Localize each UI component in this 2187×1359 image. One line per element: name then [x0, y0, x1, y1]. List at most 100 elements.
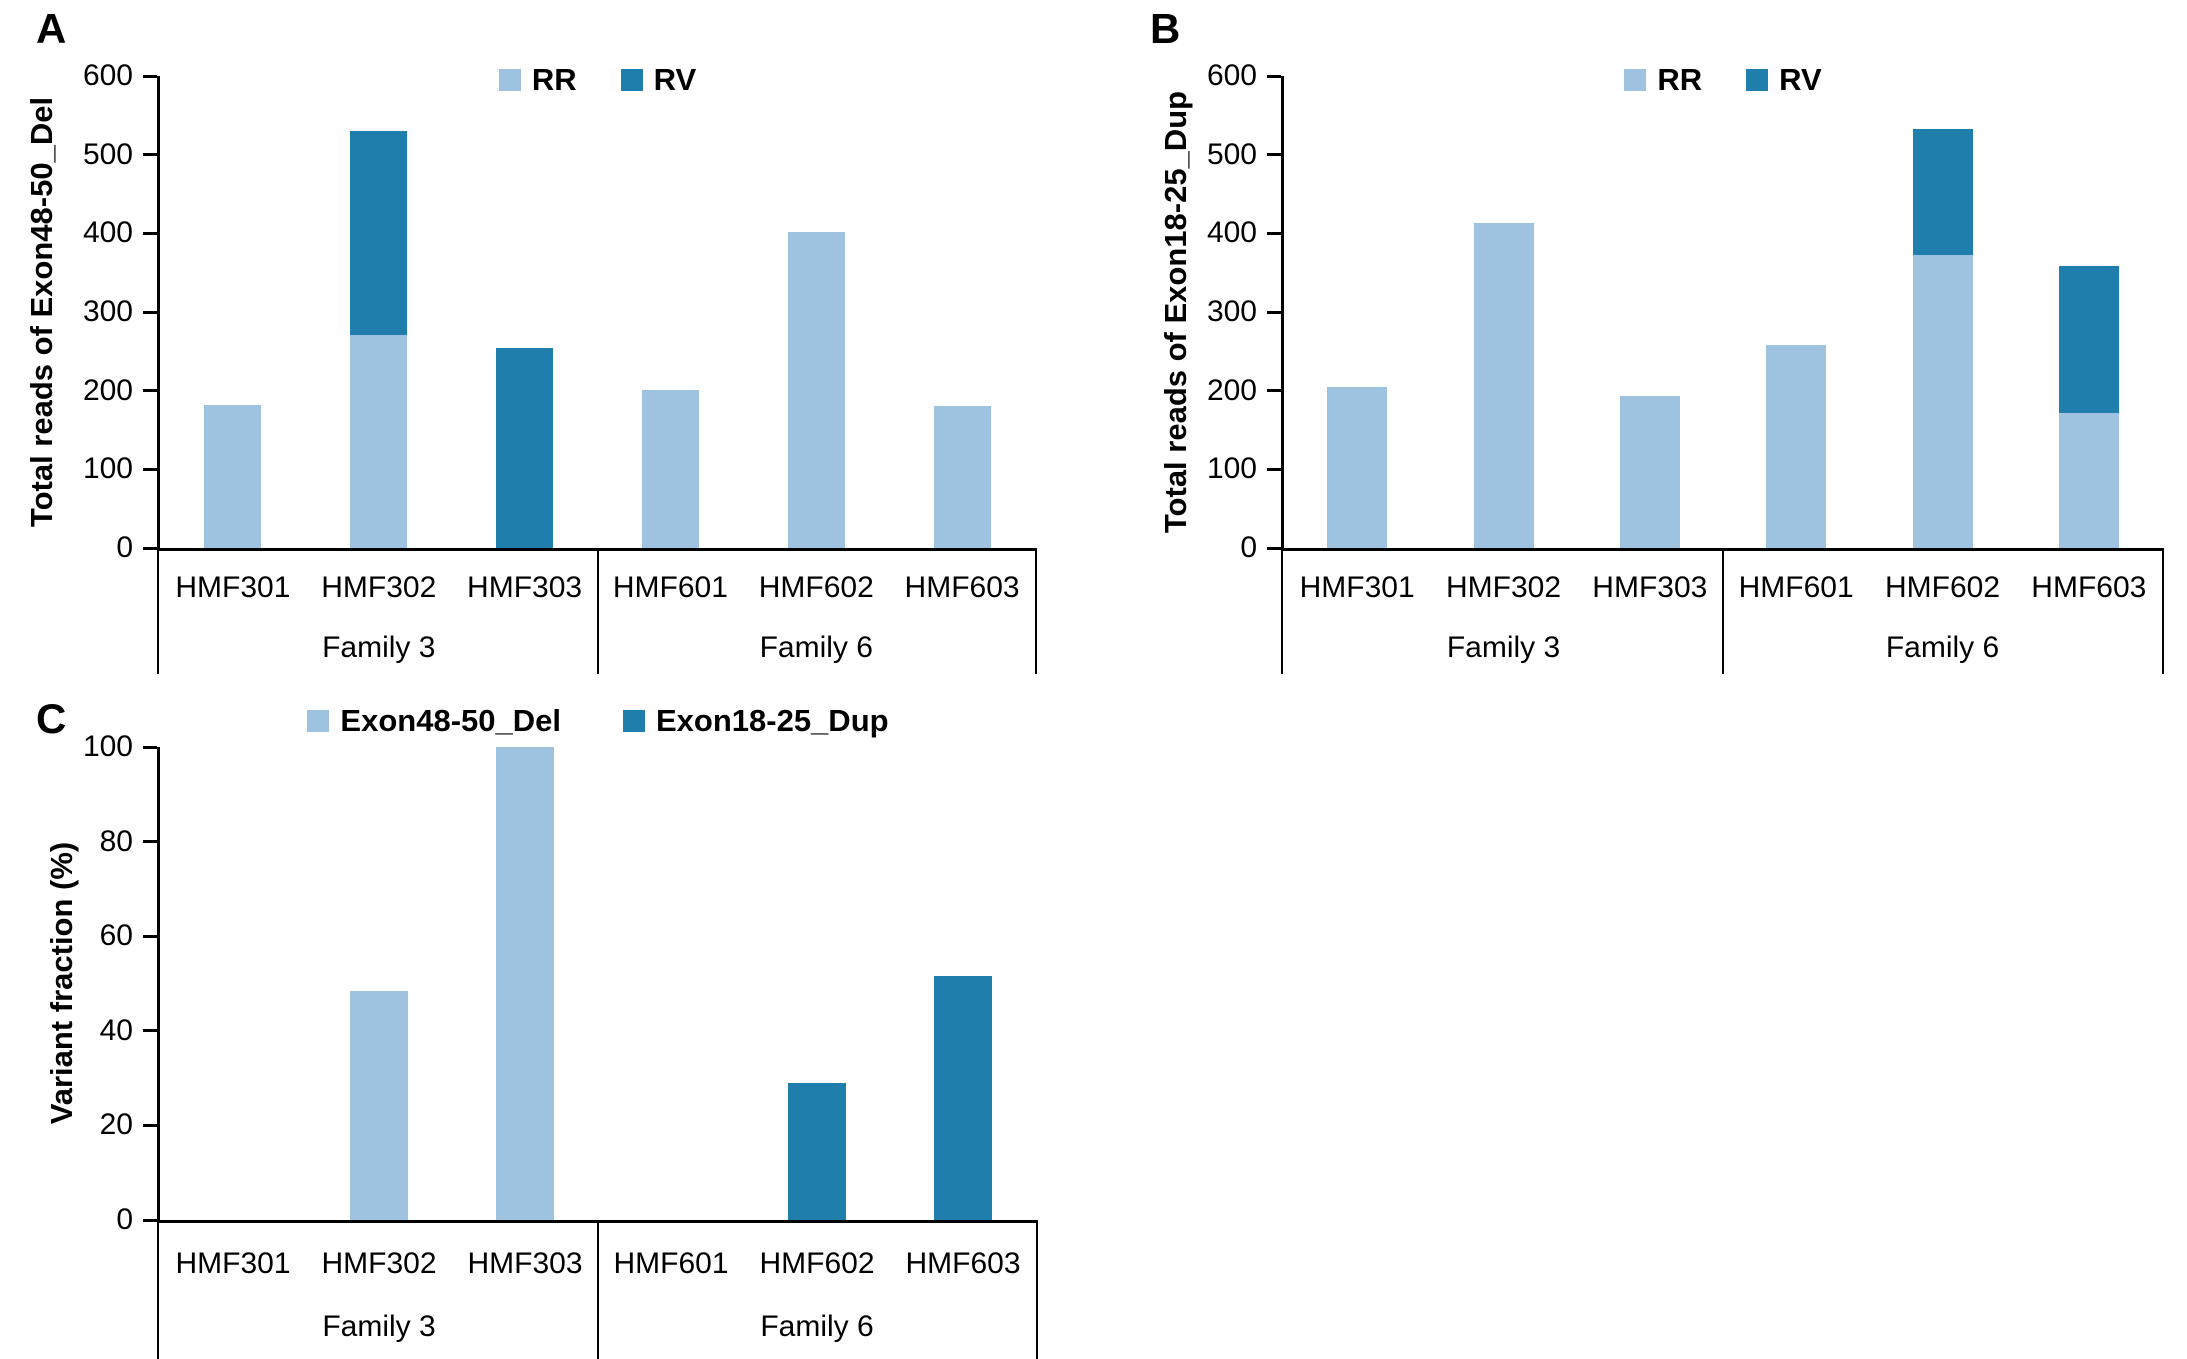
family-label-b-0: Family 3	[1446, 631, 1561, 664]
category-label-b-HMF602: HMF602	[1884, 571, 2001, 604]
legend-item-c-Exon48-50_Del: Exon48-50_Del	[307, 705, 561, 736]
bracket-separator-a-0	[596, 551, 599, 674]
legend-swatch-c-Exon18-25_Dup	[622, 709, 645, 732]
category-label-c-HMF601: HMF601	[613, 1247, 729, 1280]
y-tick-c-80	[143, 840, 157, 844]
y-tick-label-a-600: 600	[82, 59, 133, 92]
x-axis-baseline-c	[157, 1220, 1038, 1223]
panel-label-b: B	[1150, 5, 1181, 52]
y-tick-label-b-400: 400	[1206, 216, 1257, 250]
bracket-left-b	[1281, 551, 1283, 674]
y-tick-a-0	[143, 546, 157, 550]
bar-b-HMF602-RR	[1912, 254, 1973, 548]
legend-item-b-RR: RR	[1624, 64, 1702, 95]
x-axis-baseline-b	[1281, 548, 2164, 551]
y-tick-b-0	[1267, 546, 1281, 550]
y-tick-c-40	[143, 1029, 157, 1033]
y-tick-a-300	[143, 310, 157, 314]
legend-swatch-b-RR	[1624, 68, 1647, 91]
y-tick-label-c-40: 40	[99, 1013, 133, 1047]
y-axis-title-c: Variant fraction (%)	[44, 841, 79, 1125]
y-tick-label-c-80: 80	[99, 824, 133, 858]
legend-item-c-Exon18-25_Dup: Exon18-25_Dup	[622, 705, 889, 736]
panel-label-c: C	[36, 695, 67, 742]
bracket-left-a	[157, 551, 159, 674]
y-axis-line-a	[157, 76, 160, 548]
bracket-separator-c-0	[597, 1223, 599, 1359]
family-label-c-0: Family 3	[322, 1310, 436, 1343]
bar-b-HMF601-RR	[1766, 345, 1827, 548]
y-tick-label-b-0: 0	[1240, 531, 1257, 564]
y-tick-b-100	[1267, 467, 1281, 471]
y-tick-label-a-100: 100	[82, 452, 133, 486]
category-axis-c	[157, 1223, 1038, 1359]
y-tick-b-500	[1267, 153, 1281, 157]
y-tick-b-200	[1267, 389, 1281, 393]
bar-a-HMF303-RV	[496, 348, 554, 548]
legend-item-b-RV: RV	[1746, 64, 1822, 95]
bar-a-HMF601-RR	[641, 389, 699, 548]
legend-label-a-RV: RV	[653, 62, 697, 97]
category-axis-b	[1281, 551, 2164, 674]
y-tick-b-400	[1267, 231, 1281, 235]
bar-c-HMF602-Exon18-25_Dup	[788, 1082, 846, 1220]
family-label-b-1: Family 6	[1885, 631, 2000, 664]
category-axis-a	[157, 551, 1037, 674]
bar-a-HMF602-RR	[787, 231, 845, 548]
y-tick-b-600	[1267, 74, 1281, 78]
y-tick-b-300	[1267, 310, 1281, 314]
bracket-right-b	[2162, 551, 2164, 674]
y-tick-a-600	[143, 74, 157, 78]
bracket-left-c	[157, 1223, 159, 1359]
category-label-b-HMF301: HMF301	[1299, 571, 1415, 604]
panel-label-a: A	[36, 5, 67, 52]
y-tick-c-100	[143, 745, 157, 749]
y-tick-label-a-0: 0	[116, 531, 133, 564]
category-label-c-HMF602: HMF602	[759, 1247, 875, 1280]
y-tick-label-c-100: 100	[82, 730, 133, 763]
y-tick-label-a-400: 400	[82, 216, 133, 250]
category-label-a-HMF302: HMF302	[321, 571, 437, 604]
legend-swatch-b-RV	[1746, 68, 1769, 91]
family-label-a-1: Family 6	[759, 631, 873, 664]
y-tick-label-c-0: 0	[116, 1203, 133, 1236]
legend-a: RR RV	[160, 64, 1035, 95]
category-label-c-HMF303: HMF303	[467, 1247, 583, 1280]
legend-swatch-c-Exon48-50_Del	[307, 709, 330, 732]
category-label-a-HMF301: HMF301	[175, 571, 291, 604]
bar-c-HMF603-Exon18-25_Dup	[934, 976, 992, 1220]
category-label-a-HMF603: HMF603	[904, 571, 1020, 604]
bar-a-HMF302-RR	[350, 334, 408, 548]
legend-swatch-a-RV	[620, 68, 643, 91]
bar-c-HMF302-Exon48-50_Del	[350, 990, 408, 1220]
bracket-right-a	[1035, 551, 1037, 674]
bar-b-HMF301-RR	[1327, 386, 1388, 548]
y-tick-a-200	[143, 389, 157, 393]
y-axis-line-b	[1281, 76, 1284, 548]
y-tick-label-b-500: 500	[1206, 137, 1257, 171]
legend-label-c-Exon48-50_Del: Exon48-50_Del	[340, 703, 561, 738]
y-tick-label-a-200: 200	[82, 373, 133, 407]
y-tick-label-c-20: 20	[99, 1108, 133, 1142]
bar-b-HMF303-RR	[1619, 396, 1680, 548]
family-label-c-1: Family 6	[760, 1310, 874, 1343]
legend-label-a-RR: RR	[531, 62, 577, 97]
y-tick-c-0	[143, 1218, 157, 1222]
bracket-separator-b-0	[1722, 551, 1724, 674]
y-tick-a-400	[143, 231, 157, 235]
category-label-a-HMF601: HMF601	[612, 571, 728, 604]
category-label-a-HMF303: HMF303	[467, 571, 583, 604]
x-axis-baseline-a	[157, 548, 1037, 551]
bar-c-HMF303-Exon48-50_Del	[496, 747, 554, 1220]
y-tick-label-a-300: 300	[82, 295, 133, 328]
category-label-b-HMF603: HMF603	[2031, 571, 2147, 604]
y-tick-label-b-600: 600	[1206, 59, 1257, 92]
legend-label-b-RR: RR	[1657, 62, 1703, 97]
legend-item-a-RV: RV	[620, 62, 697, 97]
bar-b-HMF603-RR	[2058, 412, 2119, 548]
y-tick-label-b-200: 200	[1206, 373, 1257, 407]
legend-c: Exon48-50_Del Exon18-25_Dup	[160, 705, 1036, 736]
